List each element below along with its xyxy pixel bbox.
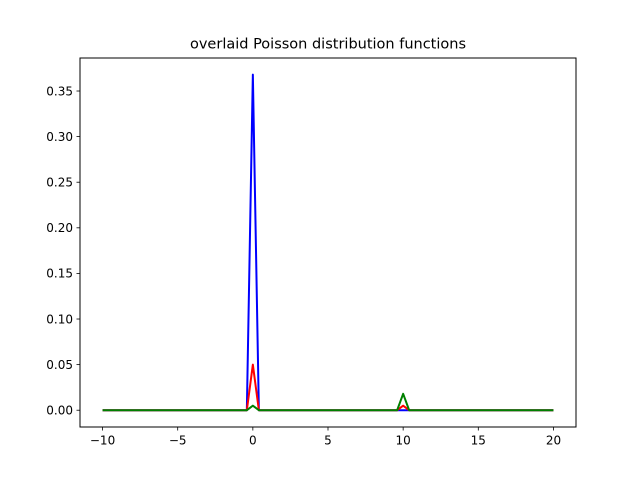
y-tick-label: 0.20 bbox=[46, 221, 73, 235]
x-tick-label: 20 bbox=[546, 434, 561, 448]
y-tick-label: 0.25 bbox=[46, 176, 73, 190]
y-tick-label: 0.05 bbox=[46, 358, 73, 372]
y-tick-label: 0.15 bbox=[46, 267, 73, 281]
chart-title: overlaid Poisson distribution functions bbox=[190, 37, 466, 53]
plot-frame bbox=[79, 57, 577, 428]
y-tick-label: 0.35 bbox=[46, 84, 73, 98]
y-tick-label: 0.30 bbox=[46, 130, 73, 144]
x-tick-label: 5 bbox=[324, 434, 332, 448]
y-axis: 0.00 0.05 0.10 0.15 0.20 0.25 0.30 0.35 bbox=[46, 84, 80, 418]
series-line-3 bbox=[102, 392, 554, 412]
series-layer bbox=[102, 73, 554, 412]
x-tick-label: −5 bbox=[169, 434, 187, 448]
series-line-1 bbox=[102, 73, 554, 412]
series-line-2 bbox=[102, 363, 554, 412]
x-tick-label: −10 bbox=[90, 434, 115, 448]
x-axis: −10 −5 0 5 10 15 20 bbox=[90, 427, 561, 448]
x-tick-label: 0 bbox=[249, 434, 257, 448]
y-tick-label: 0.10 bbox=[46, 312, 73, 326]
y-tick-label: 0.00 bbox=[46, 404, 73, 418]
x-tick-label: 10 bbox=[396, 434, 411, 448]
x-tick-label: 15 bbox=[471, 434, 486, 448]
